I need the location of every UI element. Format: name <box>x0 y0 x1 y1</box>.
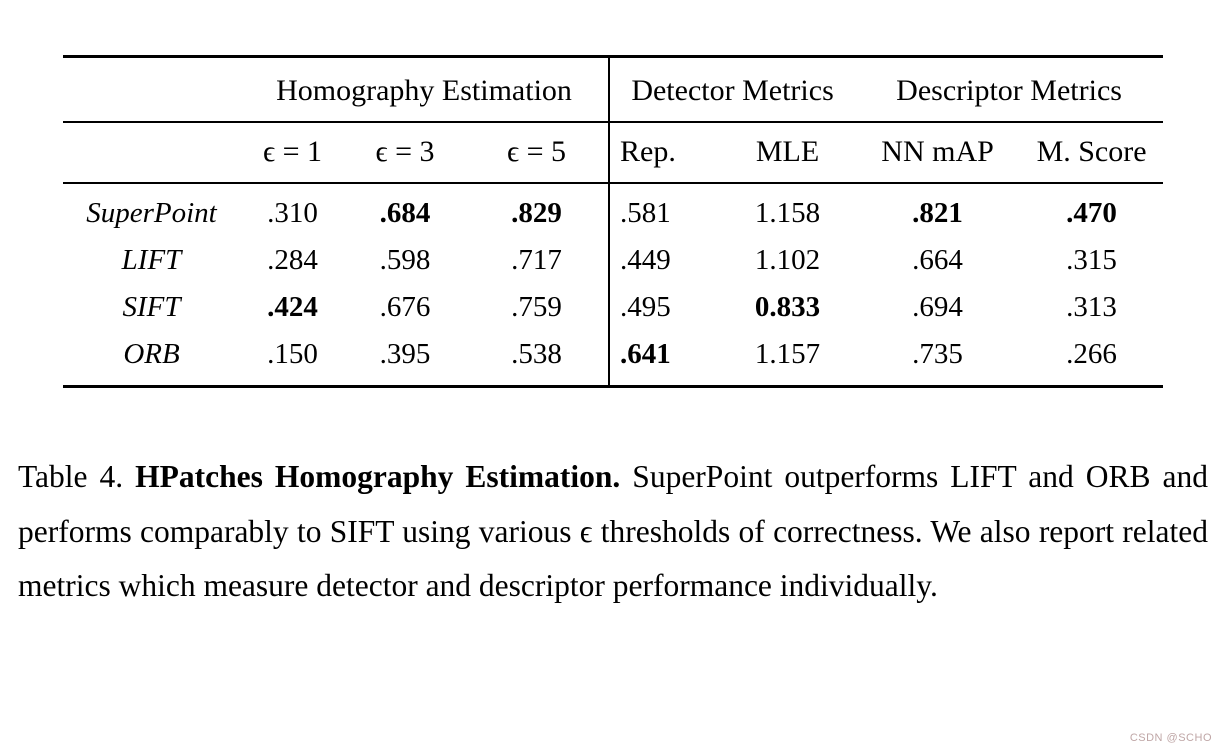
metric-value: .310 <box>267 197 318 229</box>
caption-prefix: Table 4. <box>18 459 136 494</box>
metric-value: 1.157 <box>754 338 821 370</box>
metric-value: .266 <box>1066 338 1117 370</box>
table-row: SIFT .424 .676 .759 .495 0.833 .694 .313 <box>63 284 1163 331</box>
metric-value: .284 <box>267 244 318 276</box>
table-row: LIFT .284 .598 .717 .449 1.102 .664 .315 <box>63 237 1163 284</box>
table-row: SuperPoint .310 .684 .829 .581 1.158 .821 .470 <box>63 183 1163 237</box>
caption-body: SuperPoint outperforms LIFT and ORB and … <box>18 459 1208 603</box>
column-header-3: ϵ = 5 <box>465 122 610 184</box>
row-label-subheader-spacer <box>63 122 240 184</box>
metric-value: .641 <box>608 331 721 387</box>
table-row: ORB .150 .395 .538 .641 1.157 .735 .266 <box>63 331 1163 387</box>
column-header-7: M. Score <box>1020 122 1164 184</box>
table-body: SuperPoint .310 .684 .829 .581 1.158 .821 .470 L… <box>63 183 1163 387</box>
metric-value: .735 <box>912 338 963 370</box>
method-name: SuperPoint <box>86 197 217 229</box>
results-table-area: Homography Estimation Detector Metrics D… <box>63 55 1226 388</box>
column-header-6: NN mAP <box>855 122 1021 184</box>
metric-value: .424 <box>267 291 318 323</box>
table-caption: Table 4. HPatches Homography Estimation.… <box>18 450 1208 614</box>
group-header-homography-estimation: Homography Estimation <box>240 56 610 123</box>
metrics-table: Homography Estimation Detector Metrics D… <box>63 55 1164 388</box>
metric-value: .313 <box>1066 291 1117 323</box>
group-header-descriptor-metrics: Descriptor Metrics <box>855 56 1164 123</box>
metric-value: .470 <box>1066 197 1117 229</box>
metric-value: .694 <box>912 291 963 323</box>
metric-value: .821 <box>912 197 963 229</box>
metric-value: .684 <box>379 197 431 229</box>
metric-value: 0.833 <box>754 291 821 323</box>
metric-value: .315 <box>1066 244 1117 276</box>
metric-value: .829 <box>511 197 562 229</box>
method-name: SIFT <box>122 291 181 323</box>
metric-value: .759 <box>511 291 562 323</box>
method-name: ORB <box>123 338 180 370</box>
metric-value: .538 <box>511 338 562 370</box>
column-header-5: MLE <box>720 122 856 184</box>
caption-title: HPatches Homography Estimation. <box>135 459 621 494</box>
column-header-4: Rep. <box>608 122 721 184</box>
metric-value: 1.158 <box>754 197 821 229</box>
metric-value: 1.102 <box>754 244 821 276</box>
table-group-header-row: Homography Estimation Detector Metrics D… <box>63 56 1164 123</box>
metric-value: .676 <box>379 291 431 323</box>
group-header-detector-metrics: Detector Metrics <box>608 56 856 123</box>
metric-value: .581 <box>608 183 721 237</box>
column-header-1: ϵ = 1 <box>240 122 345 184</box>
metric-value: .449 <box>608 237 721 284</box>
metric-value: .664 <box>912 244 963 276</box>
metric-value: .717 <box>511 244 562 276</box>
row-label-header-spacer <box>63 56 240 123</box>
metric-value: .395 <box>379 338 431 370</box>
watermark: CSDN @SCHO <box>1129 732 1212 744</box>
column-header-2: ϵ = 3 <box>345 122 465 184</box>
metric-value: .598 <box>379 244 431 276</box>
metric-value: .495 <box>608 284 721 331</box>
metric-value: .150 <box>267 338 318 370</box>
method-name: LIFT <box>121 244 182 276</box>
